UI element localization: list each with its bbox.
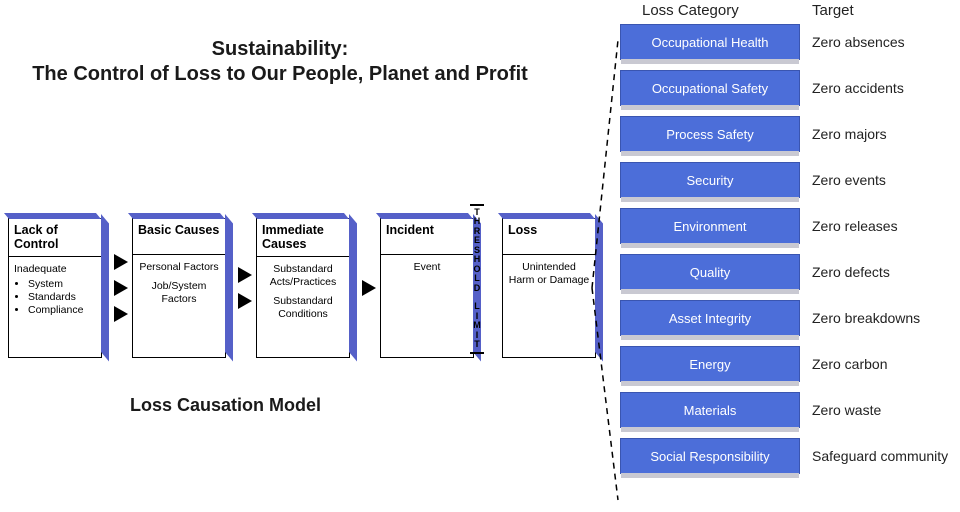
cause-heading: Incident xyxy=(381,219,473,255)
target-text: Zero absences xyxy=(808,24,958,60)
title-line2: The Control of Loss to Our People, Plane… xyxy=(0,63,560,86)
column-header-target: Target xyxy=(812,2,854,19)
loss-category-box: Occupational Safety xyxy=(620,70,800,106)
cause-body: Event xyxy=(381,255,473,286)
loss-category-box: Quality xyxy=(620,254,800,290)
cause-heading: Basic Causes xyxy=(133,219,225,255)
loss-category-box: Social Responsibility xyxy=(620,438,800,474)
target-text: Zero majors xyxy=(808,116,958,152)
loss-category-box: Asset Integrity xyxy=(620,300,800,336)
threshold-limit-label: THRESHOLD LIMIT xyxy=(470,204,484,354)
loss-category-box: Process Safety xyxy=(620,116,800,152)
arrow-icon xyxy=(114,254,128,270)
target-text: Zero accidents xyxy=(808,70,958,106)
cause-heading: Immediate Causes xyxy=(257,219,349,257)
cause-heading: Lack of Control xyxy=(9,219,101,257)
column-header-loss-category: Loss Category xyxy=(642,2,739,19)
cause-box: Immediate CausesSubstandard Acts/Practic… xyxy=(256,218,350,358)
cause-heading: Loss xyxy=(503,219,595,255)
arrow-icon xyxy=(362,280,376,296)
cause-box: Basic CausesPersonal FactorsJob/System F… xyxy=(132,218,226,358)
model-label: Loss Causation Model xyxy=(130,395,321,416)
cause-box: LossUnintended Harm or Damage xyxy=(502,218,596,358)
title: Sustainability: The Control of Loss to O… xyxy=(0,38,560,86)
arrow-group xyxy=(238,218,252,358)
target-text: Zero releases xyxy=(808,208,958,244)
cause-body: Unintended Harm or Damage xyxy=(503,255,595,299)
loss-category-box: Materials xyxy=(620,392,800,428)
arrow-icon xyxy=(114,280,128,296)
target-text: Safeguard community xyxy=(808,438,958,474)
loss-category-box: Security xyxy=(620,162,800,198)
causation-chain: Lack of ControlInadequateSystemStandards… xyxy=(8,218,608,358)
target-column: Zero absences Zero accidents Zero majors Ze… xyxy=(808,24,958,474)
target-text: Zero breakdowns xyxy=(808,300,958,336)
cause-box: IncidentEvent xyxy=(380,218,474,358)
arrow-icon xyxy=(114,306,128,322)
arrow-group xyxy=(114,218,128,358)
target-text: Zero events xyxy=(808,162,958,198)
arrow-icon xyxy=(238,293,252,309)
cause-body: Substandard Acts/PracticesSubstandard Co… xyxy=(257,257,349,334)
loss-category-box: Occupational Health xyxy=(620,24,800,60)
arrow-group xyxy=(362,218,376,358)
arrow-icon xyxy=(238,267,252,283)
title-line1: Sustainability: xyxy=(0,38,560,61)
loss-category-box: Environment xyxy=(620,208,800,244)
cause-box: Lack of ControlInadequateSystemStandards… xyxy=(8,218,102,358)
cause-body: InadequateSystemStandardsCompliance xyxy=(9,257,101,324)
target-text: Zero defects xyxy=(808,254,958,290)
target-text: Zero waste xyxy=(808,392,958,428)
loss-category-box: Energy xyxy=(620,346,800,382)
loss-category-column: Occupational Health Occupational Safety Pr… xyxy=(620,24,800,474)
target-text: Zero carbon xyxy=(808,346,958,382)
cause-body: Personal FactorsJob/System Factors xyxy=(133,255,225,318)
